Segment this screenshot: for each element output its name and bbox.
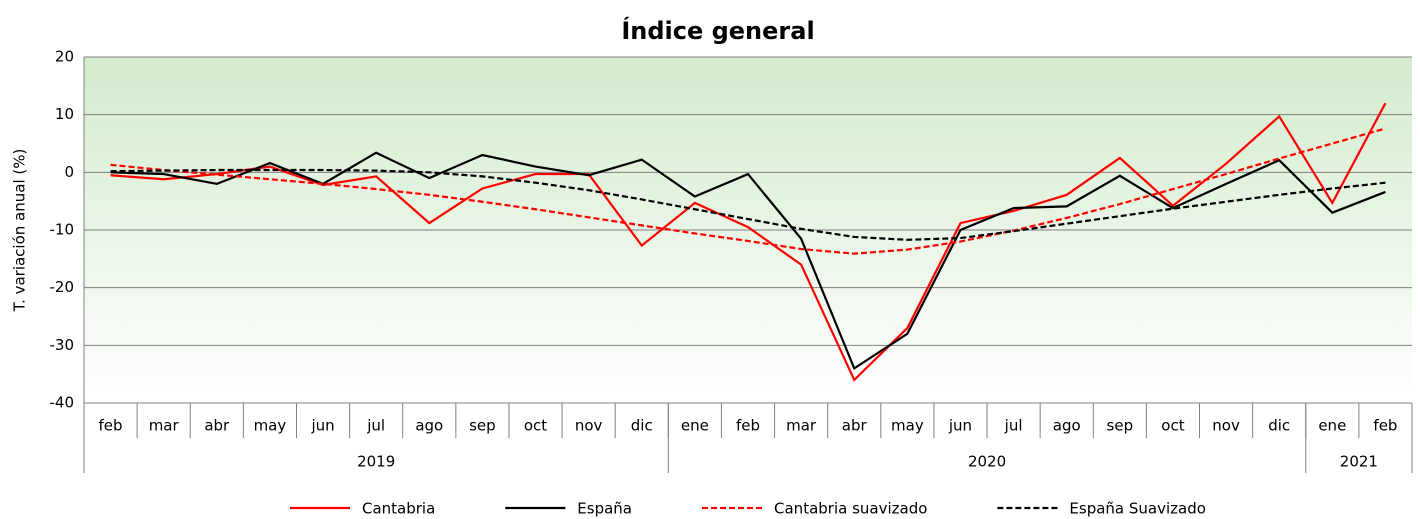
y-tick-label: -10	[50, 221, 75, 239]
y-tick-label: 20	[55, 48, 74, 66]
x-tick-label: abr	[204, 417, 230, 435]
x-tick-label: feb	[99, 417, 123, 435]
x-tick-label: ago	[415, 417, 443, 435]
x-tick-label: mar	[786, 417, 817, 435]
y-tick-label: -20	[50, 278, 75, 296]
y-tick-label: 0	[64, 163, 74, 181]
year-label: 2021	[1340, 453, 1378, 471]
x-tick-label: ene	[1318, 417, 1346, 435]
x-tick-label: jul	[366, 417, 385, 435]
x-tick-label: sep	[469, 417, 496, 435]
x-tick-label: ene	[681, 417, 709, 435]
x-tick-label: oct	[524, 417, 547, 435]
series-line	[110, 151, 1386, 371]
y-tick-label: 10	[55, 105, 74, 123]
x-tick-label: dic	[1268, 417, 1290, 435]
series-line	[110, 127, 1386, 255]
x-tick-label: jul	[1004, 417, 1023, 435]
x-tick-label: feb	[1373, 417, 1397, 435]
y-tick-label: -40	[50, 394, 75, 412]
x-tick-label: dic	[631, 417, 653, 435]
x-tick-label: jun	[310, 417, 334, 435]
chart-title: Índice general	[621, 16, 814, 45]
year-label: 2020	[968, 453, 1006, 471]
legend-label: España Suavizado	[1069, 500, 1206, 518]
x-tick-label: mar	[149, 417, 180, 435]
x-tick-label: nov	[575, 417, 603, 435]
x-tick-label: jun	[948, 417, 972, 435]
x-tick-label: abr	[842, 417, 868, 435]
legend-label: Cantabria suavizado	[774, 500, 927, 518]
legend-label: Cantabria	[362, 500, 435, 518]
x-tick-label: may	[891, 417, 924, 435]
x-tick-label: may	[254, 417, 287, 435]
x-tick-label: sep	[1107, 417, 1134, 435]
y-tick-label: -30	[50, 336, 75, 354]
x-tick-label: feb	[736, 417, 760, 435]
x-tick-label: nov	[1212, 417, 1240, 435]
legend-label: España	[577, 500, 632, 518]
x-tick-label: ago	[1053, 417, 1081, 435]
year-label: 2019	[357, 453, 395, 471]
series-line	[110, 168, 1386, 241]
x-tick-label: oct	[1161, 417, 1184, 435]
y-axis-label: T. variación anual (%)	[11, 149, 29, 313]
